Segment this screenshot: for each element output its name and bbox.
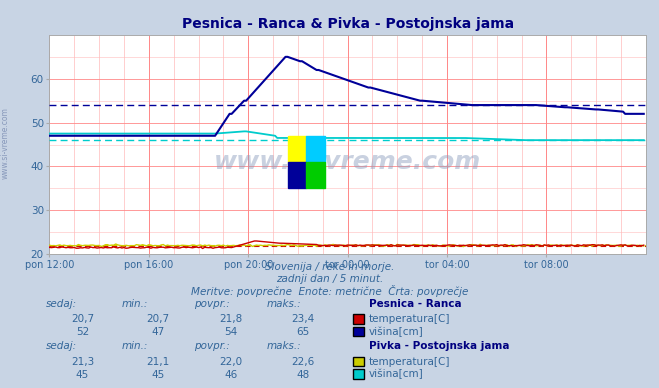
Text: min.:: min.: [122,341,148,351]
Text: 46: 46 [224,369,237,379]
Bar [287,162,306,189]
Text: 21,1: 21,1 [146,357,170,367]
Text: 20,7: 20,7 [146,314,170,324]
Text: povpr.:: povpr.: [194,341,230,351]
Text: 65: 65 [297,327,310,337]
Text: min.:: min.: [122,298,148,308]
Text: 21,8: 21,8 [219,314,243,324]
Text: Pivka - Postojnska jama: Pivka - Postojnska jama [369,341,509,351]
Text: 23,4: 23,4 [291,314,315,324]
Text: 54: 54 [224,327,237,337]
Bar [287,136,306,162]
Text: www.si-vreme.com: www.si-vreme.com [214,150,481,174]
Text: 48: 48 [297,369,310,379]
Text: višina[cm]: višina[cm] [369,369,424,379]
Text: 22,6: 22,6 [291,357,315,367]
Text: višina[cm]: višina[cm] [369,326,424,337]
Text: 20,7: 20,7 [71,314,94,324]
Text: 45: 45 [152,369,165,379]
Text: 22,0: 22,0 [219,357,243,367]
Text: 52: 52 [76,327,89,337]
Text: 45: 45 [76,369,89,379]
Text: 21,3: 21,3 [71,357,94,367]
Text: 47: 47 [152,327,165,337]
Text: sedaj:: sedaj: [46,341,77,351]
Title: Pesnica - Ranca & Pivka - Postojnska jama: Pesnica - Ranca & Pivka - Postojnska jam… [182,17,513,31]
Text: Meritve: povprečne  Enote: metrične  Črta: povprečje: Meritve: povprečne Enote: metrične Črta:… [191,285,468,297]
Text: maks.:: maks.: [267,298,302,308]
Bar [306,162,325,189]
Text: Slovenija / reke in morje.: Slovenija / reke in morje. [265,262,394,272]
Text: povpr.:: povpr.: [194,298,230,308]
Text: maks.:: maks.: [267,341,302,351]
Text: www.si-vreme.com: www.si-vreme.com [1,107,10,180]
Text: sedaj:: sedaj: [46,298,77,308]
Text: zadnji dan / 5 minut.: zadnji dan / 5 minut. [276,274,383,284]
Text: temperatura[C]: temperatura[C] [369,314,451,324]
Text: Pesnica - Ranca: Pesnica - Ranca [369,298,462,308]
Text: temperatura[C]: temperatura[C] [369,357,451,367]
Bar [306,136,325,162]
